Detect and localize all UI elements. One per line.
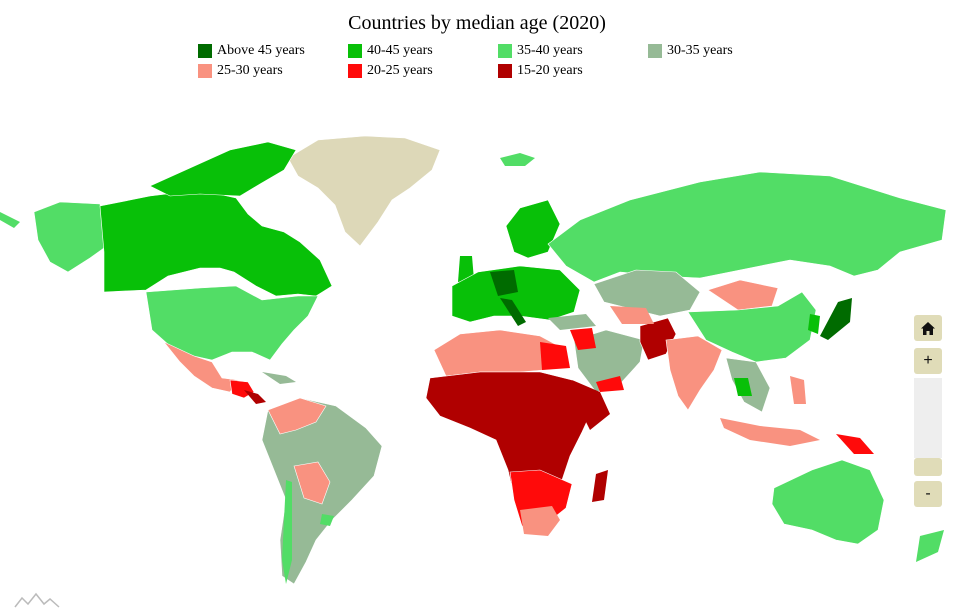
region-western-europe[interactable] (451, 265, 581, 323)
region-papua[interactable] (836, 434, 874, 454)
legend-label: 25-30 years (217, 63, 283, 78)
region-mongolia[interactable] (707, 279, 779, 311)
legend-swatch (498, 44, 512, 58)
region-uruguay[interactable] (320, 514, 334, 526)
region-chile[interactable] (282, 480, 292, 584)
legend-item-15-20[interactable]: 15-20 years (498, 63, 583, 79)
region-china[interactable] (687, 291, 817, 363)
region-greenland[interactable] (287, 135, 441, 247)
region-scandinavia[interactable] (505, 199, 561, 259)
legend-swatch (198, 44, 212, 58)
region-turkey[interactable] (548, 314, 596, 330)
region-madagascar[interactable] (592, 470, 608, 502)
region-germany[interactable] (490, 270, 518, 296)
plus-icon: + (923, 352, 933, 369)
home-icon (921, 321, 935, 335)
region-alaska[interactable] (33, 201, 105, 273)
zoom-slider-track[interactable] (914, 378, 942, 458)
region-caribbean[interactable] (262, 372, 296, 384)
region-thailand[interactable] (734, 378, 752, 396)
region-colombia-venezuela[interactable] (267, 397, 327, 435)
legend-label: 20-25 years (367, 63, 433, 78)
region-indonesia[interactable] (720, 418, 820, 446)
region-kazakhstan[interactable] (593, 269, 701, 317)
region-japan[interactable] (820, 298, 852, 340)
region-canada-arctic[interactable] (149, 141, 297, 197)
legend-swatch (648, 44, 662, 58)
legend-swatch (348, 64, 362, 78)
legend-label: 30-35 years (667, 43, 733, 58)
legend-swatch (498, 64, 512, 78)
region-uk[interactable] (458, 256, 474, 282)
region-africa-center[interactable] (425, 371, 595, 501)
zoom-in-button[interactable]: + (914, 348, 942, 374)
legend-item-40-45[interactable]: 40-45 years (348, 43, 433, 59)
region-korea[interactable] (808, 314, 820, 334)
region-egypt[interactable] (540, 342, 570, 370)
region-italy[interactable] (500, 298, 526, 326)
zoom-slider-handle[interactable] (914, 458, 942, 476)
region-new-zealand[interactable] (916, 530, 944, 562)
zoom-out-button[interactable]: - (914, 481, 942, 507)
region-horn-africa[interactable] (572, 380, 610, 430)
legend-label: 35-40 years (517, 43, 583, 58)
region-panama[interactable] (244, 390, 266, 404)
legend-item-20-25[interactable]: 20-25 years (348, 63, 433, 79)
legend-item-35-40[interactable]: 35-40 years (498, 43, 583, 59)
legend-label: 15-20 years (517, 63, 583, 78)
region-iraq-syria[interactable] (570, 328, 596, 350)
map-title: Countries by median age (2020) (348, 12, 606, 34)
legend-item-30-35[interactable]: 30-35 years (648, 43, 733, 59)
region-bolivia-paraguay[interactable] (293, 461, 331, 505)
minus-icon: - (925, 485, 931, 502)
legend-item-above-45[interactable]: Above 45 years (198, 43, 305, 59)
legend-label: Above 45 years (217, 43, 305, 58)
region-russia[interactable] (547, 171, 947, 283)
legend-item-25-30[interactable]: 25-30 years (198, 63, 283, 79)
region-canada[interactable] (99, 189, 333, 297)
legend-swatch (348, 44, 362, 58)
legend-label: 40-45 years (367, 43, 433, 58)
region-philippines[interactable] (790, 376, 806, 404)
legend-swatch (198, 64, 212, 78)
region-iceland[interactable] (500, 153, 535, 166)
home-button[interactable] (914, 315, 942, 341)
region-central-asia-south[interactable] (610, 306, 654, 324)
region-india[interactable] (665, 335, 723, 411)
chart-logo-icon (14, 592, 60, 608)
region-south-africa[interactable] (520, 506, 560, 536)
region-aleutians[interactable] (0, 212, 20, 228)
region-australia[interactable] (771, 459, 885, 545)
region-yemen[interactable] (596, 376, 624, 392)
